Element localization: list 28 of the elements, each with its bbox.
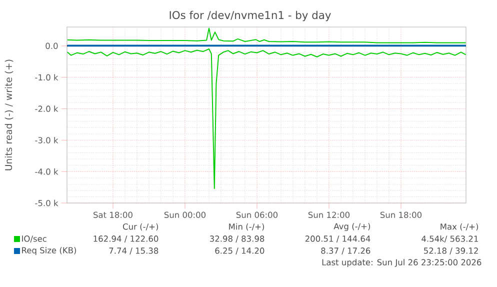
text: Max (-/+) (440, 223, 478, 231)
x-tick-label: Sun 12:00 (308, 212, 350, 218)
legend-label: Req Size (KB) (22, 247, 76, 255)
text: 7.74 / 15.38 (109, 248, 158, 254)
text: Last update: Sun Jul 26 23:25:00 2026 (322, 259, 482, 267)
text: 162.94 / 122.60 (94, 236, 158, 242)
text: 6.25 / 14.20 (215, 248, 264, 254)
y-tick-label: 0.0 (46, 42, 58, 49)
y-axis-title: Units read (-) / write (+) (4, 60, 14, 170)
x-tick-label: Sun 06:00 (236, 212, 278, 218)
y-tick-label: -4.0 k (35, 168, 58, 175)
text: 32.98 / 83.98 (210, 236, 264, 242)
y-tick-label: -1.0 k (35, 74, 58, 80)
text: 52.18 / 39.12 (424, 248, 478, 254)
x-tick-label: Sun 18:00 (380, 212, 422, 218)
chart-title: IOs for /dev/nvme1n1 - by day (170, 10, 331, 22)
text: Cur (-/+) (123, 223, 158, 231)
text: Avg (-/+) (334, 223, 370, 231)
text: 8.37 / 17.26 (321, 248, 370, 254)
text: 4.54k/ 563.21 (422, 235, 478, 243)
x-tick-label: Sun 00:00 (164, 212, 206, 218)
text: 200.51 / 144.64 (305, 236, 370, 242)
text: Min (-/+) (229, 223, 264, 231)
x-tick-label: Sat 18:00 (94, 212, 132, 218)
y-tick-label: -5.0 k (35, 200, 58, 206)
y-tick-label: -2.0 k (35, 106, 58, 112)
y-tick-label: -3.0 k (35, 136, 58, 144)
legend-label: IO/sec (22, 236, 46, 242)
